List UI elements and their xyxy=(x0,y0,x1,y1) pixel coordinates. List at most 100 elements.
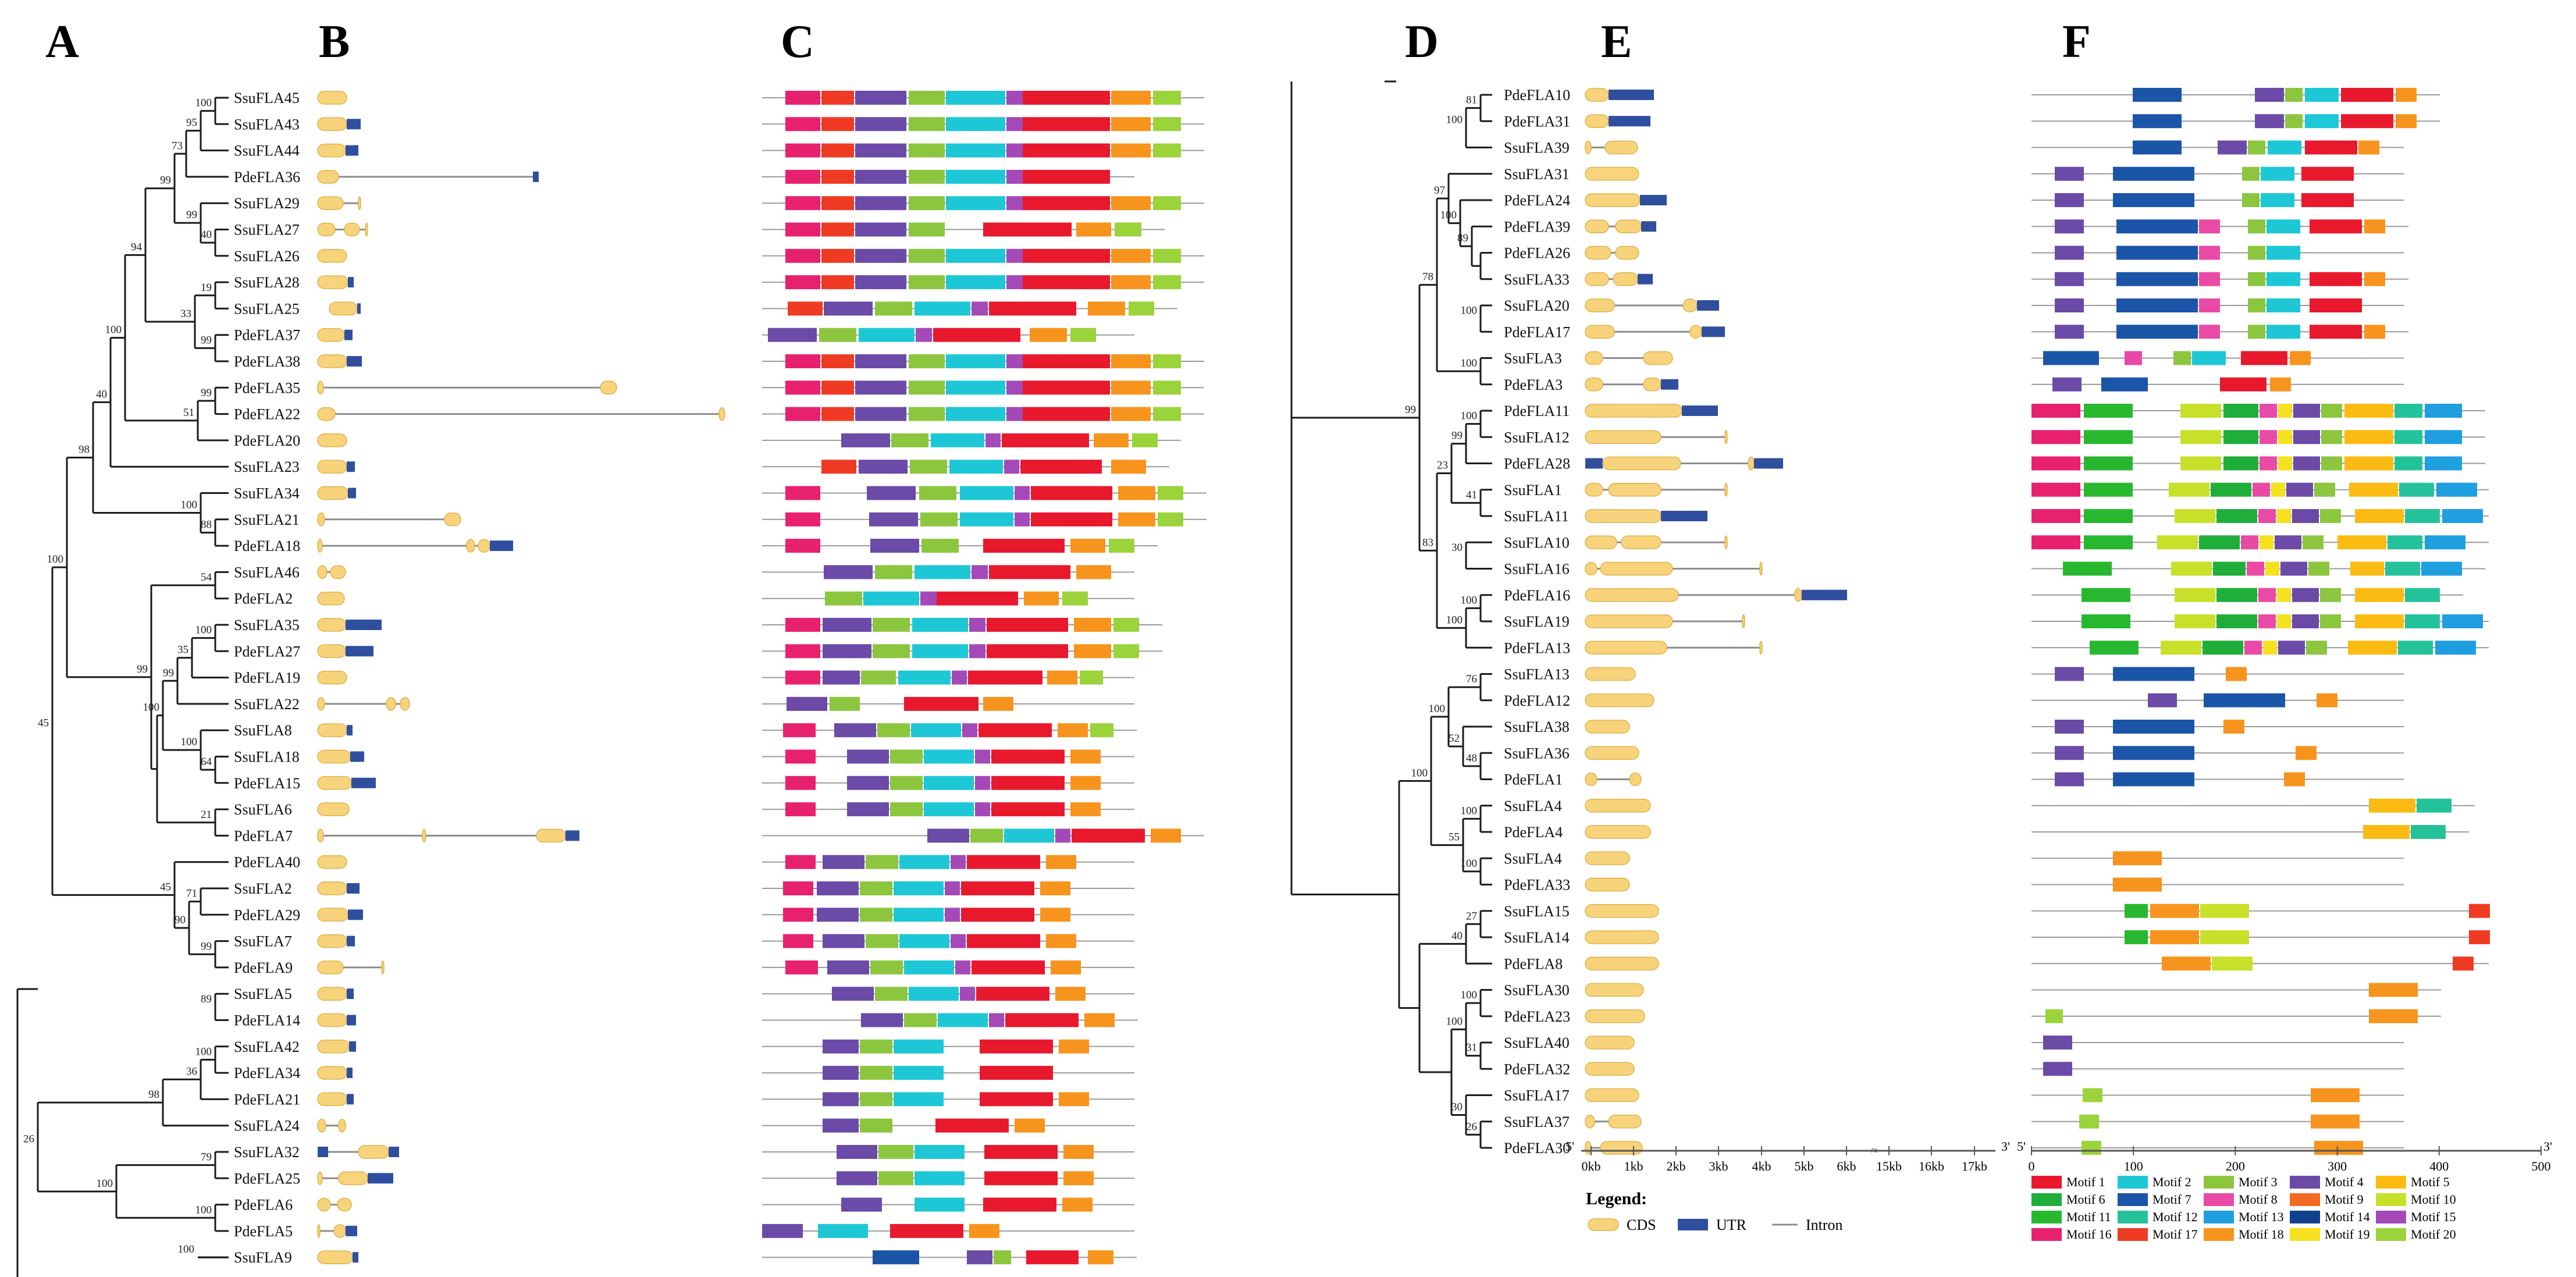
motif-box xyxy=(1076,565,1111,579)
motif-row xyxy=(2031,114,2440,129)
motif-box xyxy=(2220,377,2267,392)
bootstrap-value: 26 xyxy=(23,1133,34,1146)
panel-label-d: D xyxy=(1405,16,1439,67)
motif-box xyxy=(927,828,969,843)
motif-box xyxy=(909,91,945,105)
motif-box xyxy=(984,1145,1058,1159)
utr-segment xyxy=(347,356,362,367)
motif-row xyxy=(2031,166,2404,181)
gene-structure-row xyxy=(317,961,385,974)
utr-segment xyxy=(347,883,360,894)
motif-box xyxy=(1153,275,1181,290)
bootstrap-value: 21 xyxy=(201,809,212,821)
gene-label: PdeFLA15 xyxy=(234,775,300,792)
motif-box xyxy=(2223,404,2258,418)
gene-structure-row xyxy=(317,354,362,368)
cds-segment xyxy=(1585,535,1617,549)
gene-structure-row xyxy=(317,776,376,790)
motif-box xyxy=(785,354,820,368)
motif-legend-swatch xyxy=(2204,1211,2234,1223)
motif-box xyxy=(1111,143,1151,158)
motif-box xyxy=(1055,828,1070,843)
utr-segment xyxy=(1609,90,1654,100)
motif-box xyxy=(2388,535,2422,550)
gene-label: SsuFLA11 xyxy=(1504,508,1569,525)
motif-box xyxy=(1088,301,1125,316)
motif-box xyxy=(2248,140,2265,155)
gene-structure-row xyxy=(1585,351,1673,365)
motif-legend-item: Motif 12 xyxy=(2118,1210,2198,1224)
gene-structure-row xyxy=(1585,1009,1645,1023)
motif-box xyxy=(975,749,990,764)
bootstrap-value: 100 xyxy=(181,736,198,748)
motif-legend-item: Motif 16 xyxy=(2031,1227,2112,1242)
motif-box xyxy=(2278,404,2292,418)
motif-box xyxy=(2425,430,2462,444)
bootstrap-value: 23 xyxy=(1437,459,1448,471)
bootstrap-value: 71 xyxy=(186,888,197,900)
motif-box xyxy=(2268,140,2301,155)
motif-box xyxy=(968,670,1043,685)
axis-break-mark: ≈ xyxy=(1871,1144,1878,1157)
motif-box xyxy=(787,696,827,711)
motif-box xyxy=(2285,114,2303,129)
motif-box xyxy=(2306,641,2327,655)
motif-box xyxy=(2278,456,2292,471)
motif-legend-label: Motif 1 xyxy=(2066,1175,2105,1189)
motif-row xyxy=(2031,720,2404,734)
motif-box xyxy=(1111,380,1151,395)
cds-segment xyxy=(1585,1115,1595,1129)
motif-box xyxy=(951,934,966,948)
cds-segment xyxy=(1585,483,1603,497)
gene-axis-tick-label: 6kb xyxy=(1837,1159,1856,1173)
motif-box xyxy=(2043,1062,2072,1076)
motif-box xyxy=(855,169,906,184)
bootstrap-value: 40 xyxy=(96,388,107,400)
gene-axis-tick-label: 17kb xyxy=(1962,1159,1987,1173)
gene-structure-row xyxy=(317,380,617,395)
motif-row xyxy=(762,723,1137,738)
motif-box xyxy=(890,802,923,817)
phylogenetic-tree-right: 8110089100971001007810099412330100100839… xyxy=(1290,80,1570,1157)
gene-label: SsuFLA17 xyxy=(1504,1087,1570,1104)
gene-axis-tick-label: 3kb xyxy=(1709,1159,1728,1173)
motif-box xyxy=(2277,614,2291,628)
motif-row xyxy=(2031,667,2404,681)
cds-segment xyxy=(1585,667,1636,681)
bootstrap-value: 89 xyxy=(201,993,212,1005)
gene-structure-row xyxy=(317,433,347,447)
cds-segment xyxy=(444,513,461,527)
motif-row xyxy=(762,565,1134,579)
gene-structure-row xyxy=(317,908,363,922)
motif-legend-swatch xyxy=(2031,1193,2062,1206)
motif-box xyxy=(1023,275,1110,290)
cds-segment xyxy=(317,802,350,816)
motif-box xyxy=(2162,956,2211,971)
motif-box xyxy=(832,987,874,1001)
bootstrap-value: 100 xyxy=(1446,614,1463,626)
cds-segment xyxy=(1724,430,1728,444)
motif-box xyxy=(870,960,903,974)
motif-axis-3prime: 3' xyxy=(2543,1139,2552,1154)
motif-axis-tick-label: 300 xyxy=(2328,1159,2347,1173)
motif-row xyxy=(762,960,1134,974)
motif-box xyxy=(1006,91,1023,105)
cds-segment xyxy=(358,196,361,210)
gene-structure-row xyxy=(317,539,513,553)
motif-row xyxy=(2031,877,2404,892)
motif-legend-label: Motif 17 xyxy=(2152,1227,2198,1242)
gene-structure-row xyxy=(1585,193,1667,207)
gene-label: SsuFLA31 xyxy=(1504,166,1570,183)
motif-box xyxy=(1006,117,1023,131)
gene-structure-left xyxy=(317,91,725,1264)
motif-box xyxy=(2270,377,2291,392)
motif-box xyxy=(2133,114,2182,129)
motif-box xyxy=(1084,1013,1115,1027)
motif-box xyxy=(823,1092,859,1107)
motif-box xyxy=(951,855,966,869)
cds-segment xyxy=(317,170,339,184)
motif-box xyxy=(823,670,860,685)
panel-label-e: E xyxy=(1601,16,1632,67)
motif-box xyxy=(785,644,820,659)
motif-box xyxy=(898,670,951,685)
